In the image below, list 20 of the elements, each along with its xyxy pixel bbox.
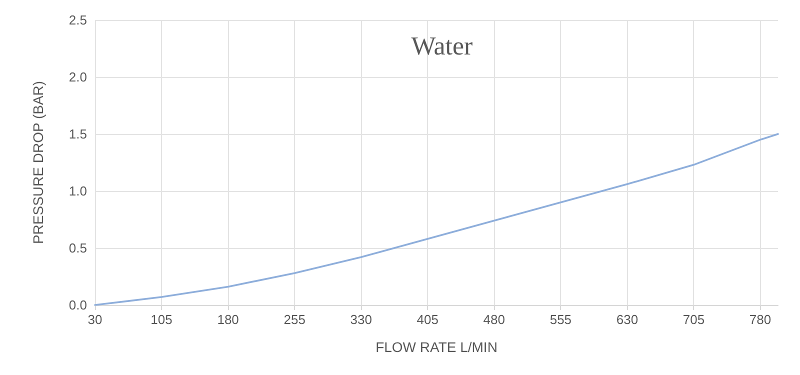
x-tick-label: 780	[749, 312, 772, 327]
x-tick-label: 705	[682, 312, 705, 327]
x-tick-label: 105	[150, 312, 172, 327]
x-tick-label: 555	[550, 312, 572, 327]
chart-title: Water	[411, 32, 474, 60]
x-tick-label: 255	[284, 312, 306, 327]
y-tick-label: 2.0	[68, 70, 87, 84]
x-tick-label: 480	[483, 312, 506, 327]
x-tick-label: 330	[350, 312, 372, 327]
y-tick-label: 0.5	[68, 240, 87, 256]
x-tick-label: 180	[217, 312, 239, 327]
y-tick-label: 1.0	[68, 184, 87, 198]
x-tick-label: 630	[616, 312, 638, 327]
y-tick-label: 1.5	[68, 126, 87, 142]
x-axis-title: FLOW RATE L/MIN	[376, 339, 498, 355]
x-tick-label: 30	[88, 312, 102, 327]
y-tick-label: 2.5	[68, 12, 87, 28]
y-tick-label: 0.0	[68, 298, 87, 312]
x-tick-label: 405	[416, 312, 438, 327]
y-axis-title: PRESSURE DROP (BAR)	[30, 80, 46, 244]
